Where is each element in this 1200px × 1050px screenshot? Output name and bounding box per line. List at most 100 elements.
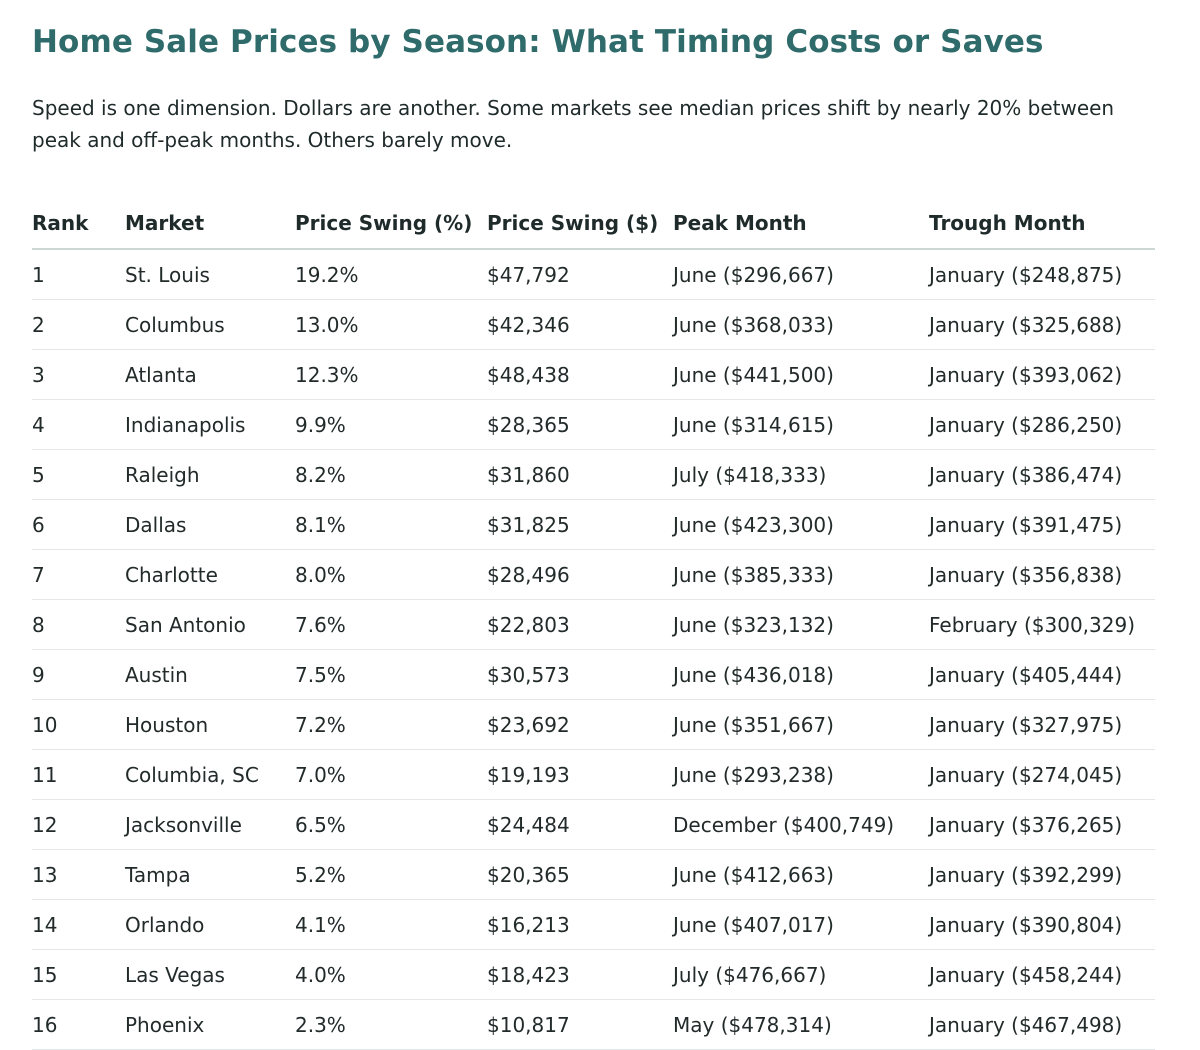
trough-month-cell: January ($405,444): [929, 649, 1155, 700]
header-row: Rank Market Price Swing (%) Price Swing …: [32, 198, 1155, 250]
rank-cell: 14: [32, 899, 125, 950]
peak-month-cell: July ($418,333): [673, 449, 929, 500]
price-swing-percent-cell: 12.3%: [295, 349, 487, 400]
rank-cell: 3: [32, 349, 125, 400]
price-swing-dollars-cell: $16,213: [487, 899, 673, 950]
rank-cell: 16: [32, 999, 125, 1050]
market-cell: San Antonio: [125, 599, 295, 650]
table-row: 3 Atlanta 12.3% $48,438 June ($441,500) Janua…: [32, 349, 1155, 400]
trough-month-cell: February ($300,329): [929, 599, 1155, 650]
price-swing-percent-cell: 2.3%: [295, 999, 487, 1050]
table-row: 2 Columbus 13.0% $42,346 June ($368,033) Janu…: [32, 299, 1155, 350]
table-row: 9 Austin 7.5% $30,573 June ($436,018) January…: [32, 649, 1155, 700]
price-swing-dollars-cell: $19,193: [487, 749, 673, 800]
table-row: 13 Tampa 5.2% $20,365 June ($412,663) January…: [32, 849, 1155, 900]
table-row: 14 Orlando 4.1% $16,213 June ($407,017) Janua…: [32, 899, 1155, 950]
price-swing-dollars-cell: $18,423: [487, 949, 673, 1000]
table-row: 6 Dallas 8.1% $31,825 June ($423,300) January…: [32, 499, 1155, 550]
column-header-market: Market: [125, 198, 295, 250]
price-swing-table: Rank Market Price Swing (%) Price Swing …: [32, 198, 1155, 1050]
table-row: 5 Raleigh 8.2% $31,860 July ($418,333) Januar…: [32, 449, 1155, 500]
price-swing-percent-cell: 7.0%: [295, 749, 487, 800]
trough-month-cell: January ($392,299): [929, 849, 1155, 900]
peak-month-cell: June ($368,033): [673, 299, 929, 350]
price-swing-percent-cell: 6.5%: [295, 799, 487, 850]
peak-month-cell: June ($296,667): [673, 249, 929, 300]
price-swing-percent-cell: 8.1%: [295, 499, 487, 550]
price-swing-dollars-cell: $20,365: [487, 849, 673, 900]
price-swing-percent-cell: 4.1%: [295, 899, 487, 950]
price-swing-dollars-cell: $28,365: [487, 399, 673, 450]
column-header-trough-month: Trough Month: [929, 198, 1155, 250]
table-row: 11 Columbia, SC 7.0% $19,193 June ($293,238)…: [32, 749, 1155, 800]
peak-month-cell: June ($323,132): [673, 599, 929, 650]
table-row: 8 San Antonio 7.6% $22,803 June ($323,132) Fe…: [32, 599, 1155, 650]
peak-month-cell: June ($351,667): [673, 699, 929, 750]
price-swing-percent-cell: 4.0%: [295, 949, 487, 1000]
trough-month-cell: January ($274,045): [929, 749, 1155, 800]
table-row: 12 Jacksonville 6.5% $24,484 December ($400,…: [32, 799, 1155, 850]
peak-month-cell: June ($412,663): [673, 849, 929, 900]
trough-month-cell: January ($458,244): [929, 949, 1155, 1000]
price-swing-dollars-cell: $30,573: [487, 649, 673, 700]
trough-month-cell: January ($391,475): [929, 499, 1155, 550]
price-swing-dollars-cell: $31,860: [487, 449, 673, 500]
column-header-rank: Rank: [32, 198, 125, 250]
trough-month-cell: January ($356,838): [929, 549, 1155, 600]
trough-month-cell: January ($467,498): [929, 999, 1155, 1050]
market-cell: Columbia, SC: [125, 749, 295, 800]
price-swing-dollars-cell: $48,438: [487, 349, 673, 400]
peak-month-cell: June ($314,615): [673, 399, 929, 450]
peak-month-cell: May ($478,314): [673, 999, 929, 1050]
market-cell: Charlotte: [125, 549, 295, 600]
rank-cell: 10: [32, 699, 125, 750]
page-title: Home Sale Prices by Season: What Timing …: [32, 24, 1044, 60]
price-swing-dollars-cell: $10,817: [487, 999, 673, 1050]
trough-month-cell: January ($248,875): [929, 249, 1155, 300]
rank-cell: 5: [32, 449, 125, 500]
price-swing-dollars-cell: $47,792: [487, 249, 673, 300]
market-cell: Jacksonville: [125, 799, 295, 850]
market-cell: Houston: [125, 699, 295, 750]
trough-month-cell: January ($325,688): [929, 299, 1155, 350]
peak-month-cell: June ($436,018): [673, 649, 929, 700]
price-swing-dollars-cell: $28,496: [487, 549, 673, 600]
table-row: 10 Houston 7.2% $23,692 June ($351,667) Janua…: [32, 699, 1155, 750]
price-swing-percent-cell: 9.9%: [295, 399, 487, 450]
rank-cell: 11: [32, 749, 125, 800]
table-row: 16 Phoenix 2.3% $10,817 May ($478,314) Januar…: [32, 999, 1155, 1050]
price-swing-percent-cell: 19.2%: [295, 249, 487, 300]
price-swing-percent-cell: 8.0%: [295, 549, 487, 600]
market-cell: St. Louis: [125, 249, 295, 300]
market-cell: Dallas: [125, 499, 295, 550]
price-swing-dollars-cell: $24,484: [487, 799, 673, 850]
rank-cell: 9: [32, 649, 125, 700]
peak-month-cell: June ($441,500): [673, 349, 929, 400]
rank-cell: 13: [32, 849, 125, 900]
rank-cell: 12: [32, 799, 125, 850]
trough-month-cell: January ($376,265): [929, 799, 1155, 850]
price-swing-dollars-cell: $22,803: [487, 599, 673, 650]
table-row: 7 Charlotte 8.0% $28,496 June ($385,333) Janu…: [32, 549, 1155, 600]
column-header-price-swing-percent: Price Swing (%): [295, 198, 487, 250]
price-swing-percent-cell: 7.2%: [295, 699, 487, 750]
market-cell: Phoenix: [125, 999, 295, 1050]
trough-month-cell: January ($286,250): [929, 399, 1155, 450]
trough-month-cell: January ($390,804): [929, 899, 1155, 950]
rank-cell: 7: [32, 549, 125, 600]
trough-month-cell: January ($327,975): [929, 699, 1155, 750]
peak-month-cell: December ($400,749): [673, 799, 929, 850]
peak-month-cell: June ($407,017): [673, 899, 929, 950]
rank-cell: 15: [32, 949, 125, 1000]
peak-month-cell: June ($423,300): [673, 499, 929, 550]
market-cell: Tampa: [125, 849, 295, 900]
peak-month-cell: June ($293,238): [673, 749, 929, 800]
market-cell: Las Vegas: [125, 949, 295, 1000]
price-swing-percent-cell: 13.0%: [295, 299, 487, 350]
table-row: 4 Indianapolis 9.9% $28,365 June ($314,615) J…: [32, 399, 1155, 450]
rank-cell: 2: [32, 299, 125, 350]
market-cell: Indianapolis: [125, 399, 295, 450]
peak-month-cell: July ($476,667): [673, 949, 929, 1000]
price-swing-dollars-cell: $42,346: [487, 299, 673, 350]
